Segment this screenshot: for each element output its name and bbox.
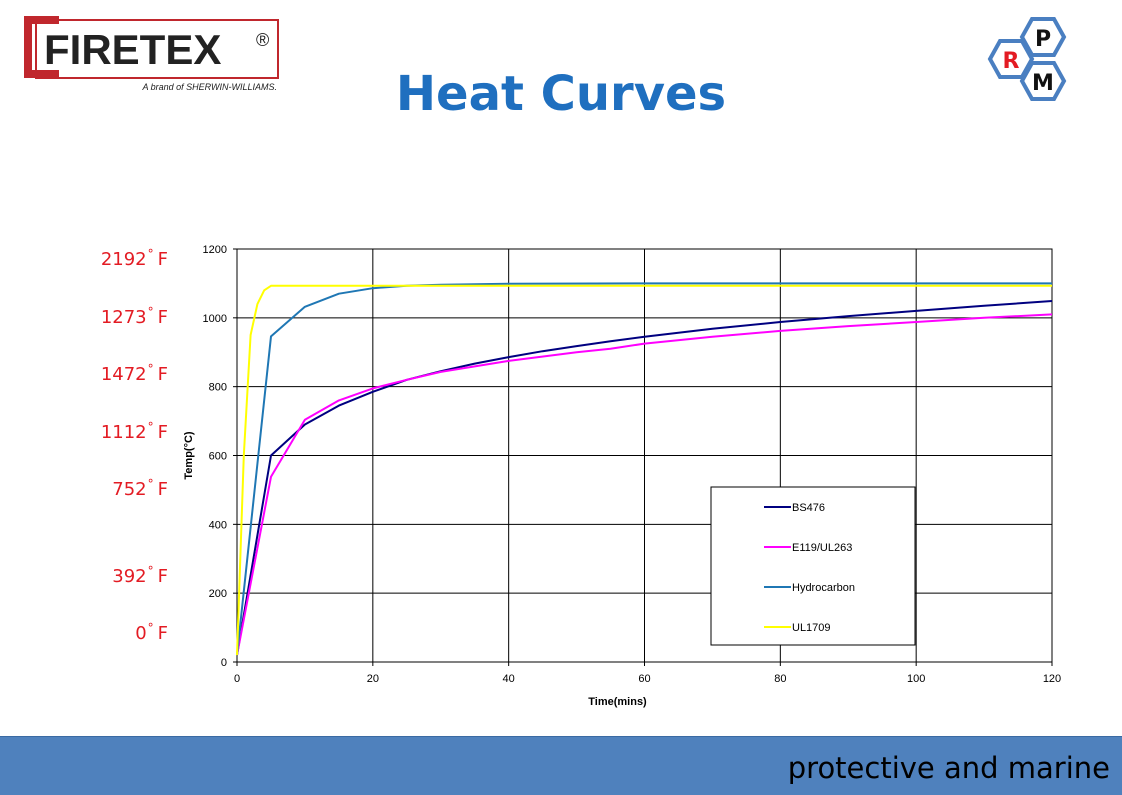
- legend-label: UL1709: [792, 622, 831, 634]
- legend-label: Hydrocarbon: [792, 582, 855, 594]
- logo-letter-r: R: [1003, 49, 1020, 74]
- y-tick-label: 600: [209, 451, 227, 463]
- footer-bar: protective and marine: [0, 736, 1122, 795]
- y-tick-label: 800: [209, 382, 227, 394]
- prm-logo: P R M: [987, 17, 1067, 101]
- x-tick-label: 40: [503, 673, 515, 685]
- x-tick-label: 60: [638, 673, 650, 685]
- registered-mark: ®: [256, 30, 269, 50]
- y-tick-label: 1000: [203, 313, 227, 325]
- legend-box: [710, 486, 916, 646]
- x-axis-label: Time(mins): [588, 696, 647, 708]
- logo-letter-p: P: [1035, 27, 1051, 52]
- fahrenheit-label: 2192° F: [100, 247, 168, 270]
- heat-curves-chart: 0 200 400 600 800 1000 1200 0 20 40 60 80 100 120 Time…: [183, 244, 1061, 708]
- x-tick-label: 0: [234, 673, 240, 685]
- firetex-logo: FIRETEX ® A brand of SHERWIN-WILLIAMS.: [24, 16, 279, 92]
- series-line-e119-ul263: [236, 313, 1053, 656]
- x-tick-label: 120: [1043, 673, 1061, 685]
- fahrenheit-label: 392° F: [112, 564, 168, 587]
- y-tick-label: 200: [209, 588, 227, 600]
- series-line-bs476: [236, 300, 1053, 656]
- brand-tagline: A brand of SHERWIN-WILLIAMS.: [141, 82, 277, 92]
- fahrenheit-label: 1112° F: [100, 420, 168, 443]
- logo-letter-m: M: [1032, 71, 1054, 96]
- x-tick-label: 100: [907, 673, 925, 685]
- series-line-ul1709: [236, 284, 1052, 656]
- y-axis-label: Temp(°C): [183, 431, 195, 480]
- fahrenheit-label: 752° F: [112, 477, 168, 500]
- legend-label: BS476: [792, 502, 825, 514]
- y-tick-label: 400: [209, 519, 227, 531]
- y-tick-label: 0: [221, 657, 227, 669]
- fahrenheit-label: 1472° F: [100, 362, 168, 385]
- y-tick-label: 1200: [203, 244, 227, 256]
- x-tick-label: 80: [774, 673, 786, 685]
- footer-text: protective and marine: [787, 751, 1110, 785]
- legend-label: E119/UL263: [792, 542, 852, 554]
- page-title: Heat Curves: [395, 66, 727, 122]
- fahrenheit-label: 0° F: [135, 621, 168, 644]
- brand-name: FIRETEX: [44, 26, 221, 73]
- fahrenheit-label: 1273° F: [100, 305, 168, 328]
- x-tick-label: 20: [367, 673, 379, 685]
